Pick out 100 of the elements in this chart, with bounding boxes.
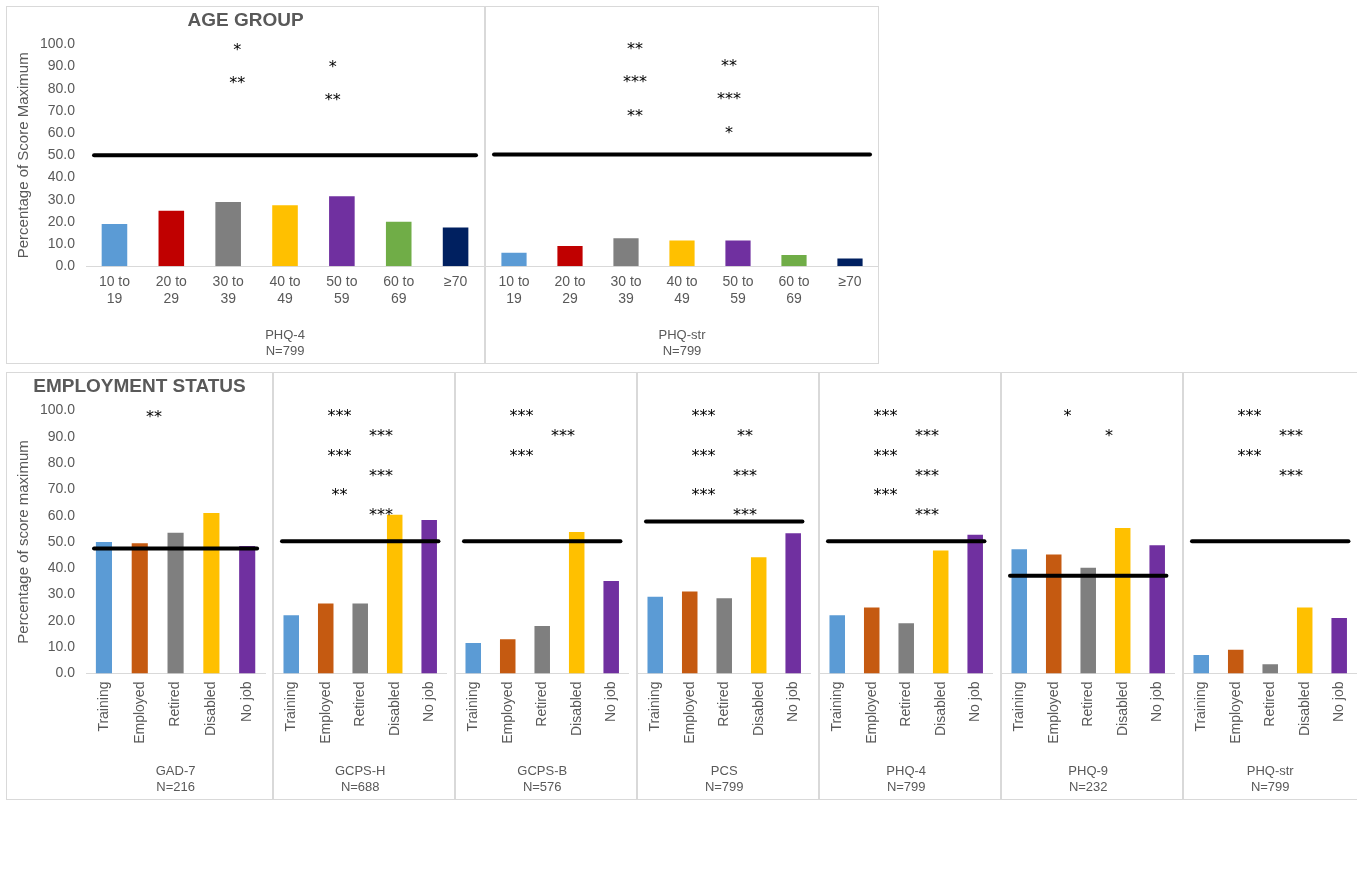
x-tick-label: Retired xyxy=(351,681,368,727)
y-tick-label: 100.0 xyxy=(39,35,76,52)
x-tick-label: 40 to 49 xyxy=(666,273,698,307)
y-tick-label: 40.0 xyxy=(47,559,76,576)
y-axis-title: Percentage of Score Maximum xyxy=(14,52,32,259)
x-tick-label: Employed xyxy=(680,681,697,744)
annotation: *** xyxy=(327,445,352,465)
annotation: * xyxy=(1063,406,1072,426)
annotation: *** xyxy=(368,465,393,485)
x-tick-label: 30 to 39 xyxy=(212,273,244,307)
x-tick-label: No job xyxy=(238,681,255,723)
chart-title: EMPLOYMENT STATUS xyxy=(32,374,247,398)
x-tick-label: Employed xyxy=(316,681,333,744)
annotation: * xyxy=(1104,425,1113,445)
annotation: *** xyxy=(550,425,575,445)
annotation: * xyxy=(233,40,242,60)
annotation: *** xyxy=(1278,425,1303,445)
annotation: *** xyxy=(873,485,898,505)
x-tick-label: Retired xyxy=(533,681,550,727)
x-tick-label: 60 to 69 xyxy=(383,273,415,307)
x-tick-label: Disabled xyxy=(567,681,584,737)
x-axis-title: GCPS-H N=688 xyxy=(334,763,386,794)
x-tick-label: Employed xyxy=(498,681,515,744)
x-tick-label: Retired xyxy=(166,681,183,727)
x-tick-label: No job xyxy=(420,681,437,723)
annotation: *** xyxy=(873,445,898,465)
x-tick-label: Disabled xyxy=(202,681,219,737)
annotation: ** xyxy=(331,485,348,505)
annotation: *** xyxy=(368,505,393,525)
x-tick-label: Disabled xyxy=(931,681,948,737)
x-tick-label: Employed xyxy=(130,681,147,744)
annotation: ** xyxy=(626,105,643,125)
x-tick-label: 10 to 19 xyxy=(498,273,530,307)
annotation: *** xyxy=(1278,465,1303,485)
annotation: *** xyxy=(914,505,939,525)
y-tick-label: 40.0 xyxy=(47,168,76,185)
y-tick-label: 100.0 xyxy=(39,401,76,418)
annotation: * xyxy=(725,122,734,142)
x-tick-label: ≥70 xyxy=(443,273,468,290)
x-axis-title: PCS N=799 xyxy=(704,763,744,794)
y-tick-label: 20.0 xyxy=(47,212,76,229)
annotation: *** xyxy=(509,406,534,426)
annotation: *** xyxy=(1237,406,1262,426)
x-tick-label: Disabled xyxy=(749,681,766,737)
x-tick-label: ≥70 xyxy=(838,273,862,290)
annotation: ** xyxy=(146,407,163,427)
x-tick-label: No job xyxy=(1148,681,1165,723)
x-tick-label: Training xyxy=(94,681,111,732)
annotation: *** xyxy=(914,425,939,445)
annotation: *** xyxy=(691,485,716,505)
x-tick-label: No job xyxy=(602,681,619,723)
y-tick-label: 90.0 xyxy=(47,427,76,444)
x-tick-label: 20 to 29 xyxy=(155,273,188,307)
annotation: ** xyxy=(721,55,738,75)
y-tick-label: 90.0 xyxy=(47,57,76,74)
x-tick-label: Training xyxy=(282,681,299,732)
annotation: *** xyxy=(509,445,534,465)
annotation: *** xyxy=(732,465,757,485)
x-tick-label: 40 to 49 xyxy=(269,273,301,307)
x-tick-label: Employed xyxy=(862,681,879,744)
x-tick-label: No job xyxy=(966,681,983,723)
y-tick-label: 30.0 xyxy=(47,190,76,207)
x-tick-label: Retired xyxy=(715,681,732,727)
x-tick-label: Training xyxy=(1010,681,1027,732)
y-tick-label: 60.0 xyxy=(47,506,76,523)
annotation: *** xyxy=(717,89,742,109)
y-tick-label: 60.0 xyxy=(47,123,76,140)
x-tick-label: Retired xyxy=(1261,681,1278,727)
annotation: *** xyxy=(327,406,352,426)
x-tick-label: Retired xyxy=(1079,681,1096,727)
x-tick-label: Employed xyxy=(1044,681,1061,744)
chart-title: AGE GROUP xyxy=(186,8,305,32)
annotation: ** xyxy=(324,90,341,110)
x-tick-label: 50 to 59 xyxy=(722,273,754,307)
x-tick-label: 30 to 39 xyxy=(610,273,642,307)
x-tick-label: Training xyxy=(464,681,481,732)
x-axis-title: PHQ-9 N=232 xyxy=(1068,763,1109,794)
x-axis-title: PHQ-4 N=799 xyxy=(265,327,305,358)
annotation: *** xyxy=(691,406,716,426)
x-tick-label: Disabled xyxy=(385,681,402,737)
x-tick-label: Disabled xyxy=(1295,681,1312,737)
x-tick-label: 50 to 59 xyxy=(326,273,358,307)
x-axis-title: PHQ-4 N=799 xyxy=(886,763,927,794)
annotation: *** xyxy=(368,425,393,445)
x-axis-title: PHQ-str N=799 xyxy=(658,327,707,358)
y-tick-label: 50.0 xyxy=(47,532,76,549)
y-tick-label: 20.0 xyxy=(47,611,76,628)
x-axis-title: GAD-7 N=216 xyxy=(155,763,196,794)
x-tick-label: Training xyxy=(646,681,663,732)
y-tick-label: 80.0 xyxy=(47,453,76,470)
x-tick-label: Training xyxy=(828,681,845,732)
y-tick-label: 70.0 xyxy=(47,480,76,497)
x-tick-label: Training xyxy=(1192,681,1209,732)
x-tick-label: 60 to 69 xyxy=(778,273,810,307)
y-tick-label: 0.0 xyxy=(55,257,76,274)
annotation: *** xyxy=(873,406,898,426)
annotation: *** xyxy=(691,445,716,465)
x-tick-label: No job xyxy=(1330,681,1347,723)
x-axis-title: GCPS-B N=576 xyxy=(517,763,568,794)
x-tick-label: No job xyxy=(784,681,801,723)
